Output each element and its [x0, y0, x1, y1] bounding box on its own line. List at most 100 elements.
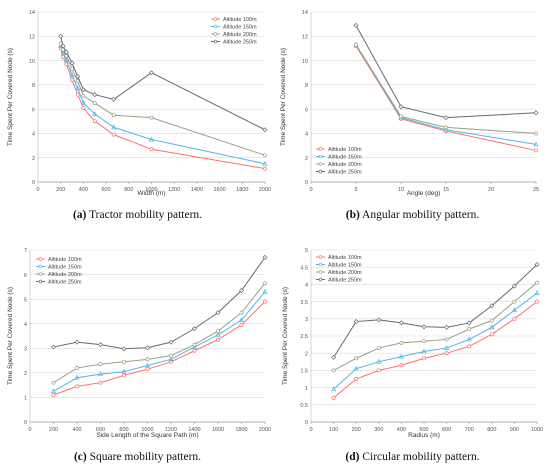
y-tick-label: 0.5 [300, 403, 308, 409]
y-tick-label: 4 [305, 283, 308, 289]
data-point [399, 363, 404, 368]
x-tick-label: 200 [352, 427, 361, 433]
data-point [63, 57, 69, 63]
y-tick-label: 10 [29, 59, 35, 65]
caption-a-text: Tractor mobility pattern. [89, 209, 203, 221]
legend-label: Altitude 250m [223, 40, 257, 46]
x-tick-label: 800 [119, 427, 128, 433]
series-line-4 [333, 264, 538, 358]
legend-label: Altitude 250m [328, 170, 362, 176]
y-tick-label: 5 [24, 297, 27, 303]
x-tick-label: 10 [398, 187, 404, 193]
data-point [262, 160, 268, 166]
x-tick-label: 700 [465, 427, 474, 433]
y-tick-label: 1.5 [300, 369, 308, 375]
data-point [63, 49, 69, 55]
data-point [263, 166, 267, 171]
chart-tractor: 0 2 4 6 8 10 12 14 0 200 400 600 800 1000 1200 1400 1600… [7, 10, 271, 197]
x-tick-label: 300 [374, 427, 383, 433]
x-tick-label: 1200 [168, 187, 180, 193]
data-point [98, 380, 103, 385]
data-point [50, 388, 57, 394]
data-point [51, 344, 56, 350]
data-point [60, 50, 66, 56]
series-line-1 [53, 301, 266, 396]
data-point [98, 342, 103, 348]
data-point [262, 288, 268, 294]
legend-label: Altitude 200m [328, 162, 362, 168]
data-point [144, 362, 151, 368]
x-tick-label: 500 [419, 427, 428, 433]
series-line-2 [53, 291, 266, 392]
data-point [168, 356, 174, 362]
legend-marker [318, 277, 323, 282]
data-point [263, 281, 267, 286]
data-point [353, 22, 359, 28]
caption-b-text: Angular mobility pattern. [362, 209, 480, 221]
x-tick-label: 1000 [531, 427, 543, 433]
data-point [443, 115, 449, 121]
y-tick-label: 0 [305, 420, 308, 426]
data-point [192, 348, 197, 353]
data-point [75, 365, 79, 370]
data-point [92, 92, 98, 98]
x-axis-label: Side Length of the Square Path (m) [96, 432, 198, 439]
y-tick-label: 6 [32, 107, 35, 113]
data-point [331, 354, 337, 360]
data-point [122, 373, 126, 378]
legend-marker [213, 32, 218, 36]
y-tick-label: 4 [24, 322, 27, 328]
series-line-4 [355, 25, 537, 119]
data-point [111, 124, 117, 130]
legend-label: Altitude 250m [328, 278, 362, 284]
series-line-2 [355, 44, 537, 145]
y-tick-label: 2 [32, 156, 35, 162]
legend-label: Altitude 100m [328, 147, 362, 153]
y-tick-label: 2 [24, 371, 27, 377]
legend-marker [318, 270, 323, 274]
series-line-3 [53, 282, 266, 384]
chart-angular: 0 2 4 6 8 10 12 14 0 5 10 15 20 25 Angle (deg) Time Spe… [280, 10, 539, 197]
data-point [92, 119, 97, 124]
y-tick-label: 8 [32, 83, 35, 89]
y-axis-label: Time Spent Per Covered Node (s) [282, 287, 289, 385]
legend-label: Altitude 150m [328, 263, 362, 269]
y-axis-label: Time Spent Per Covered Node (s) [7, 48, 14, 146]
y-axis-label: Time Spent Per Covered Node (s) [280, 48, 287, 146]
legend-marker [38, 279, 43, 284]
legend-marker [213, 24, 218, 29]
data-point [467, 344, 472, 349]
data-point [92, 101, 97, 106]
caption-b-letter: (b) [345, 209, 360, 221]
y-tick-label: 14 [29, 10, 35, 16]
y-tick-label: 2 [305, 351, 308, 357]
caption-c-letter: (c) [73, 451, 87, 463]
data-point [466, 320, 472, 326]
data-point [353, 319, 359, 325]
x-tick-label: 600 [102, 187, 111, 193]
x-tick-label: 1800 [236, 187, 248, 193]
data-point [58, 33, 64, 39]
y-tick-label: 0 [32, 180, 35, 186]
data-point [354, 377, 359, 381]
data-point [512, 299, 517, 304]
series-line-1 [333, 301, 538, 399]
data-point [354, 42, 358, 47]
legend-label: Altitude 150m [48, 265, 82, 271]
data-point [51, 393, 56, 397]
data-point [145, 367, 150, 372]
data-point [239, 288, 244, 294]
series-line-2 [60, 45, 266, 165]
y-tick-label: 1 [305, 386, 308, 392]
y-tick-label: 5 [305, 248, 308, 254]
data-point [92, 111, 98, 116]
x-tick-label: 1200 [165, 427, 177, 433]
data-point [444, 345, 450, 350]
data-point [489, 324, 495, 330]
data-point [263, 299, 267, 304]
y-tick-label: 4 [32, 132, 35, 138]
data-point [444, 337, 449, 342]
